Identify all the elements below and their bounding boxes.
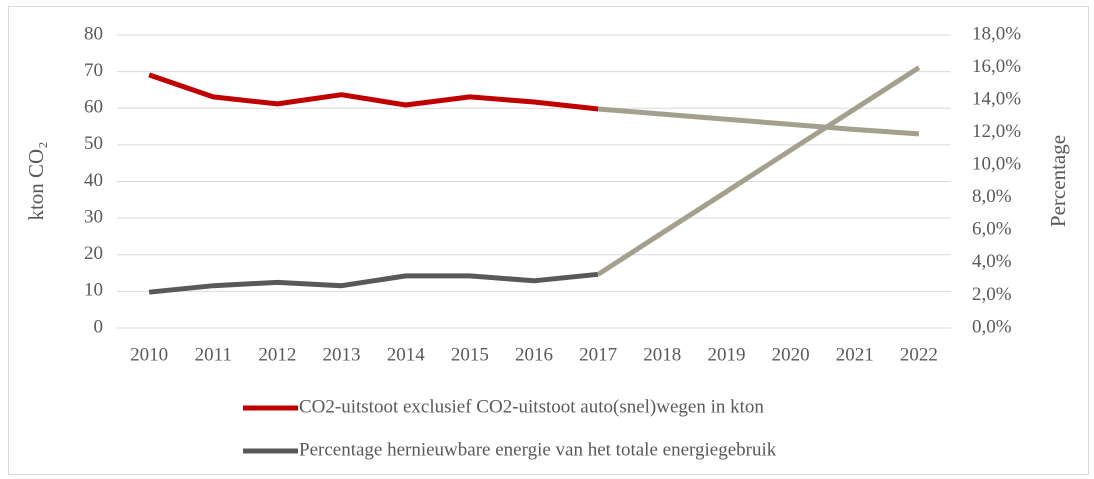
x-tick-label: 2013 xyxy=(323,344,361,365)
y2-tick-label: 4,0% xyxy=(972,251,1012,272)
x-tick-label: 2019 xyxy=(707,344,745,365)
y-tick-label: 40 xyxy=(84,170,103,191)
y-tick-label: 60 xyxy=(84,97,103,118)
x-tick-label: 2011 xyxy=(195,344,232,365)
x-tick-label: 2012 xyxy=(258,344,296,365)
x-tick-label: 2016 xyxy=(515,344,553,365)
y2-tick-label: 2,0% xyxy=(972,284,1012,305)
x-tick-label: 2018 xyxy=(643,344,681,365)
y2-tick-label: 8,0% xyxy=(972,186,1012,207)
y2-tick-label: 18,0% xyxy=(972,23,1021,44)
series-line xyxy=(596,65,921,277)
y-tick-label: 10 xyxy=(84,280,103,301)
y2-tick-label: 16,0% xyxy=(972,56,1021,77)
y-tick-label: 70 xyxy=(84,60,103,81)
x-tick-label: 2014 xyxy=(387,344,426,365)
y2-tick-label: 12,0% xyxy=(972,121,1021,142)
y2-tick-label: 14,0% xyxy=(972,88,1021,109)
y2-axis-title: Percentage xyxy=(1046,135,1070,227)
x-tick-label: 2020 xyxy=(772,344,810,365)
y2-tick-label: 0,0% xyxy=(972,316,1012,337)
legend-label: CO2-uitstoot exclusief CO2-uitstoot auto… xyxy=(299,396,764,417)
legend-label: Percentage hernieuwbare energie van het … xyxy=(299,439,777,460)
y-axis-title: kton CO₂ xyxy=(24,141,48,220)
x-tick-label: 2021 xyxy=(836,344,874,365)
x-tick-label: 2010 xyxy=(130,344,168,365)
y-tick-label: 30 xyxy=(84,206,103,227)
x-tick-label: 2015 xyxy=(451,344,489,365)
chart-frame xyxy=(8,6,1089,475)
x-tick-label: 2017 xyxy=(579,344,617,365)
y-tick-label: 0 xyxy=(94,316,104,337)
x-tick-label: 2022 xyxy=(900,344,938,365)
series-line xyxy=(598,106,920,137)
y-tick-label: 50 xyxy=(84,133,103,154)
y2-tick-label: 6,0% xyxy=(972,219,1012,240)
series-line xyxy=(148,72,599,112)
y-tick-label: 20 xyxy=(84,243,103,264)
series-line xyxy=(148,271,599,295)
y2-tick-label: 10,0% xyxy=(972,154,1021,175)
y-tick-label: 80 xyxy=(84,23,103,44)
